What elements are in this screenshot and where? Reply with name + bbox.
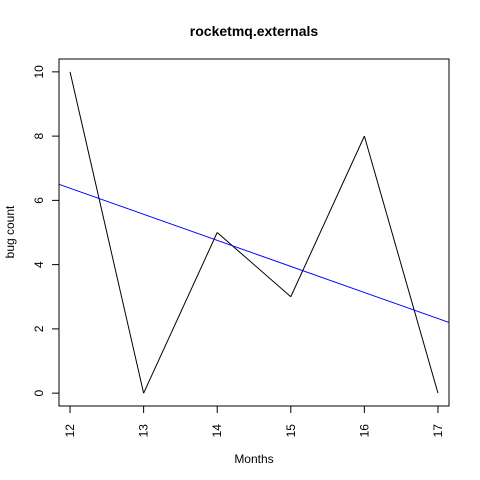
y-tick-label: 2	[32, 325, 46, 332]
x-tick-label: 13	[137, 424, 151, 438]
y-tick-label: 10	[32, 65, 46, 79]
y-tick-label: 4	[32, 261, 46, 268]
series-line-segment	[363, 135, 439, 394]
axis-layer: 12 13 14 15 16 17 0 2 4 6 8 10	[32, 65, 445, 438]
series-line-segment	[69, 71, 145, 394]
y-axis-label: bug count	[3, 205, 17, 258]
x-tick-label: 15	[284, 424, 298, 438]
y-tick-label: 0	[32, 389, 46, 396]
x-axis-label: Months	[234, 452, 273, 466]
series-line-segment	[143, 232, 218, 394]
trend-line	[58, 183, 450, 323]
x-tick-label: 12	[63, 424, 77, 438]
series-line-segment	[290, 135, 365, 297]
plot-layer	[58, 71, 450, 394]
chart-title: rocketmq.externals	[190, 23, 319, 39]
x-tick-label: 17	[431, 424, 445, 438]
series-line-segment	[216, 232, 292, 298]
y-tick-label: 8	[32, 132, 46, 139]
x-tick-label: 16	[357, 424, 371, 438]
x-tick-label: 14	[210, 424, 224, 438]
y-tick-label: 6	[32, 197, 46, 204]
